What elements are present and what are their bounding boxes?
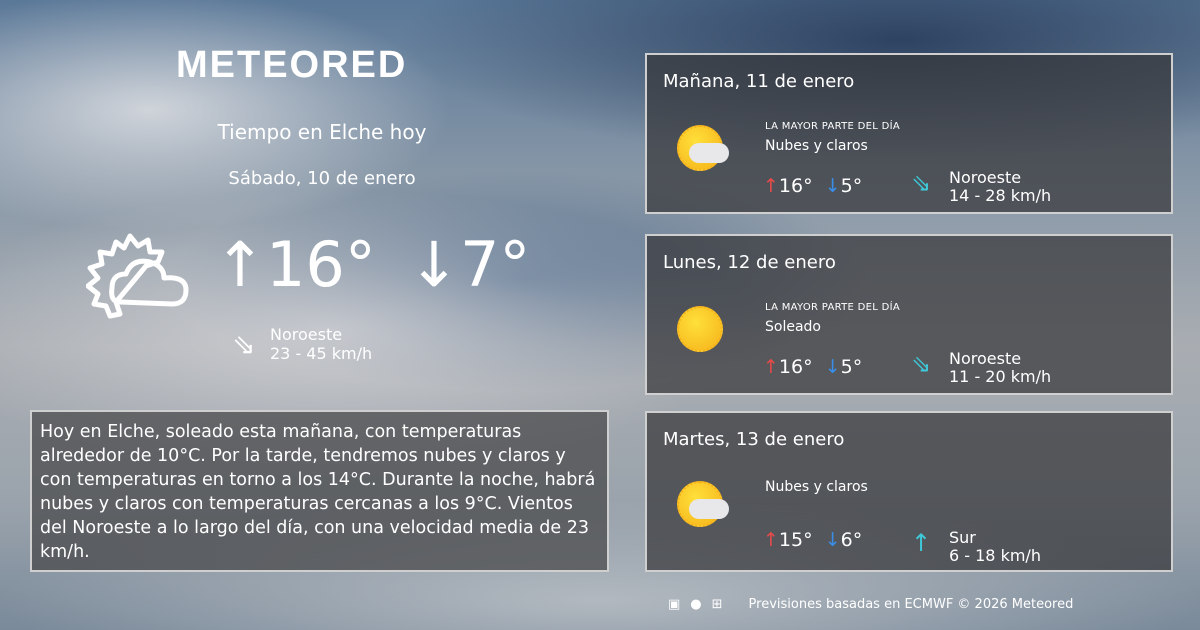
arrow-down-icon: ↓ [408, 228, 460, 301]
apple-icon[interactable]: ● [690, 597, 702, 612]
wind-direction: Noroeste [949, 349, 1022, 368]
wind-arrow-icon: ⇘ [911, 169, 932, 197]
forecast-card[interactable]: Lunes, 12 de enero LA MAYOR PARTE DEL DÍ… [645, 234, 1173, 395]
wind-arrow-icon: ⇘ [911, 350, 932, 378]
temperatures: ↑15° ↓6° [763, 529, 863, 551]
meteored-logo[interactable]: METEORED [176, 44, 408, 86]
wind: ⇘ Noroeste 14 - 28 km/h [911, 169, 1051, 205]
condition: Nubes y claros [765, 138, 868, 154]
page-title: Tiempo en Elche hoy [217, 120, 427, 144]
arrow-up-icon: ↑ [214, 228, 266, 301]
wind-speed: 6 - 18 km/h [949, 546, 1041, 565]
android-icon[interactable]: ▣ [668, 597, 681, 612]
temperatures: ↑16° ↓5° [763, 175, 863, 197]
wind-speed: 11 - 20 km/h [949, 367, 1052, 386]
wind-speed: 14 - 28 km/h [949, 186, 1052, 205]
cloud-icon [689, 499, 729, 519]
wind-direction: Noroeste [270, 325, 343, 344]
forecast-day: Mañana, 11 de enero [663, 71, 855, 92]
condition: Nubes y claros [765, 479, 868, 495]
wind: ⇘ Noroeste 11 - 20 km/h [911, 350, 1051, 386]
arrow-down-icon: ↓ [824, 529, 841, 551]
arrow-down-icon: ↓ [824, 175, 841, 197]
sun-icon [677, 306, 723, 352]
forecast-day: Lunes, 12 de enero [663, 252, 836, 273]
today-max: ↑16° [214, 228, 376, 301]
wind-arrow-icon: ↑ [911, 529, 932, 557]
today-date: Sábado, 10 de enero [228, 168, 416, 189]
forecast-card[interactable]: Martes, 13 de enero Nubes y claros ↑15° … [645, 411, 1173, 572]
forecast-description: Hoy en Elche, soleado esta mañana, con t… [30, 410, 609, 572]
windows-icon[interactable]: ⊞ [711, 597, 723, 612]
footer: ▣ ● ⊞ Previsiones basadas en ECMWF © 202… [668, 597, 1073, 612]
today-min: ↓7° [408, 228, 531, 301]
condition: Soleado [765, 319, 821, 335]
forecast-card[interactable]: Mañana, 11 de enero LA MAYOR PARTE DEL D… [645, 53, 1173, 214]
wind-direction: Sur [949, 528, 976, 547]
arrow-up-icon: ↑ [763, 356, 779, 378]
partly-cloudy-outline-icon [86, 233, 189, 319]
period-label: LA MAYOR PARTE DEL DÍA [765, 121, 900, 132]
wind-direction: Noroeste [949, 168, 1022, 187]
temperatures: ↑16° ↓5° [763, 356, 863, 378]
wind-speed: 23 - 45 km/h [270, 344, 373, 363]
today-wind: Noroeste 23 - 45 km/h [270, 325, 372, 363]
wind: ↑ Sur 6 - 18 km/h [911, 529, 1041, 565]
cloud-icon [689, 143, 729, 163]
arrow-up-icon: ↑ [763, 529, 779, 551]
arrow-up-icon: ↑ [763, 175, 779, 197]
arrow-down-icon: ↓ [824, 356, 841, 378]
footer-text: Previsiones basadas en ECMWF © 2026 Mete… [748, 597, 1074, 612]
forecast-day: Martes, 13 de enero [663, 429, 845, 450]
wind-northwest-icon: ⇘ [232, 328, 256, 361]
period-label: LA MAYOR PARTE DEL DÍA [765, 302, 900, 313]
